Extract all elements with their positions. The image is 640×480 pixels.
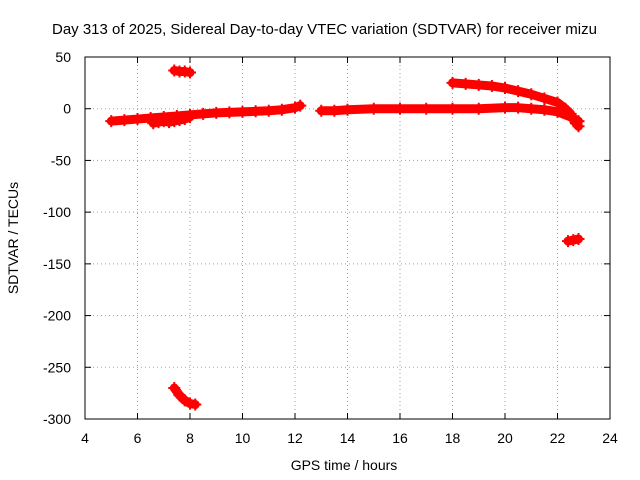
data-point: [294, 99, 307, 112]
x-tick-label: 4: [81, 430, 89, 446]
data-point: [572, 233, 585, 246]
data-point: [152, 116, 165, 129]
data-point: [178, 65, 191, 78]
data-point: [562, 235, 574, 248]
data-point: [157, 115, 170, 128]
data-point: [394, 102, 406, 115]
series-arc-dense-cluster: [147, 110, 196, 130]
data-point: [446, 76, 459, 89]
series-arc-main-low: [105, 99, 307, 128]
y-tick-label: 0: [63, 101, 71, 117]
series-arc-end-drop: [567, 113, 585, 133]
data-point: [223, 106, 236, 119]
data-point: [485, 79, 498, 92]
y-tick-label: -300: [43, 411, 71, 427]
data-point: [499, 101, 511, 114]
data-point: [446, 102, 459, 115]
data-point: [184, 66, 196, 79]
y-tick-label: -150: [43, 256, 71, 272]
y-tick-label: -100: [43, 204, 71, 220]
data-point: [289, 101, 301, 114]
x-axis-label: GPS time / hours: [291, 457, 398, 473]
data-point: [184, 110, 196, 123]
series-trace: [106, 101, 305, 126]
x-tick-label: 22: [550, 430, 566, 446]
x-tick-label: 6: [134, 430, 142, 446]
x-tick-label: 12: [287, 430, 303, 446]
data-point: [525, 102, 538, 115]
data-point: [567, 234, 580, 247]
data-point: [559, 102, 572, 115]
data-point: [173, 114, 186, 127]
data-point: [168, 381, 181, 394]
y-tick-label: 50: [55, 49, 71, 65]
series-arc-main-high: [315, 101, 585, 128]
data-point: [168, 64, 181, 77]
data-point: [538, 103, 551, 116]
data-point: [147, 117, 160, 130]
tick-layer: 4 6 8 10 12 14 16 18 20 22 24 50 0 -50 -100 -150 -200 -25…: [43, 49, 618, 446]
data-point: [275, 103, 288, 116]
data-point: [197, 107, 210, 120]
x-tick-label: 20: [497, 430, 513, 446]
data-point: [472, 78, 485, 91]
data-point: [551, 96, 564, 109]
data-point: [105, 115, 118, 128]
data-point: [236, 105, 249, 118]
data-point: [262, 104, 275, 117]
y-axis-label: SDTVAR / TECUs: [5, 182, 21, 294]
data-point: [367, 102, 380, 115]
data-point: [512, 101, 525, 114]
data-point: [189, 398, 202, 411]
y-tick-label: -50: [51, 152, 71, 168]
data-point: [328, 104, 341, 117]
x-tick-label: 16: [392, 430, 408, 446]
data-point: [173, 389, 186, 402]
data-point: [118, 114, 131, 127]
data-point: [168, 115, 181, 128]
series-arc-early-high: [168, 64, 196, 79]
x-tick-label: 14: [340, 430, 356, 446]
x-tick-label: 18: [445, 430, 461, 446]
data-point: [184, 397, 196, 410]
data-point: [131, 113, 144, 126]
chart-title: Day 313 of 2025, Sidereal Day-to-day VTE…: [52, 21, 597, 38]
series-arc-late-low: [562, 233, 585, 248]
series-arc-early-low: [168, 381, 202, 411]
data-point: [538, 92, 551, 105]
data-point: [210, 106, 223, 119]
y-tick-label: -200: [43, 308, 71, 324]
data-layer: [105, 64, 585, 411]
data-point: [420, 102, 433, 115]
x-tick-label: 8: [186, 430, 194, 446]
data-point: [472, 102, 485, 115]
data-point: [341, 103, 354, 116]
data-point: [163, 116, 175, 129]
x-tick-label: 24: [602, 430, 618, 446]
data-point: [499, 82, 511, 95]
data-point: [249, 105, 262, 118]
data-point: [572, 120, 585, 133]
data-point: [459, 77, 472, 90]
data-point: [178, 113, 191, 126]
data-point: [315, 104, 328, 117]
data-point: [525, 88, 538, 101]
y-tick-label: -250: [43, 359, 71, 375]
x-tick-label: 10: [235, 430, 251, 446]
data-point: [512, 85, 525, 98]
